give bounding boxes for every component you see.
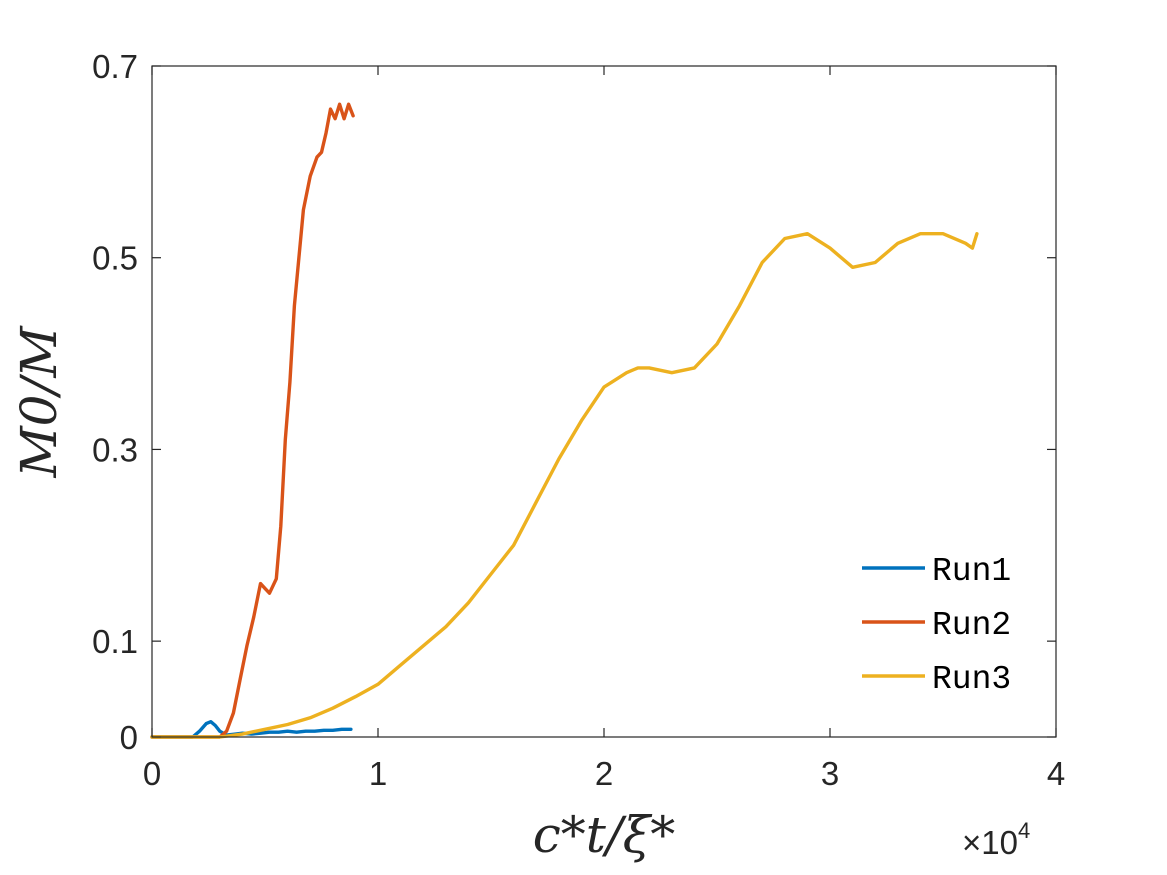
- y-tick-label: 0.3: [92, 431, 138, 468]
- legend: Run1 Run2 Run3: [862, 553, 1011, 698]
- legend-label-run1: Run1: [932, 553, 1011, 590]
- x-axis-label: c*t/ξ*: [533, 806, 675, 864]
- series-line-run3: [150, 231, 979, 739]
- series-line-run1: [150, 720, 353, 739]
- tick-layer: 0 1 2 3 4 0 0.1 0.3 0.5 0.7: [92, 48, 1065, 792]
- x-tick-label: 0: [143, 755, 161, 792]
- x-tick-label: 1: [369, 755, 387, 792]
- series-layer: [150, 102, 979, 739]
- x-tick-label: 3: [821, 755, 839, 792]
- legend-label-run2: Run2: [932, 607, 1011, 644]
- legend-label-run3: Run3: [932, 661, 1011, 698]
- y-tick-label: 0.1: [92, 623, 138, 660]
- y-tick-label: 0.7: [92, 48, 138, 85]
- y-tick-label: 0.5: [92, 240, 138, 277]
- y-tick-label: 0: [120, 719, 138, 756]
- x-tick-label: 2: [595, 755, 613, 792]
- series-line-run2: [150, 102, 355, 739]
- y-axis-label: M0/M: [10, 325, 68, 479]
- x-tick-label: 4: [1047, 755, 1065, 792]
- x-exponent-label: ×104: [962, 818, 1030, 861]
